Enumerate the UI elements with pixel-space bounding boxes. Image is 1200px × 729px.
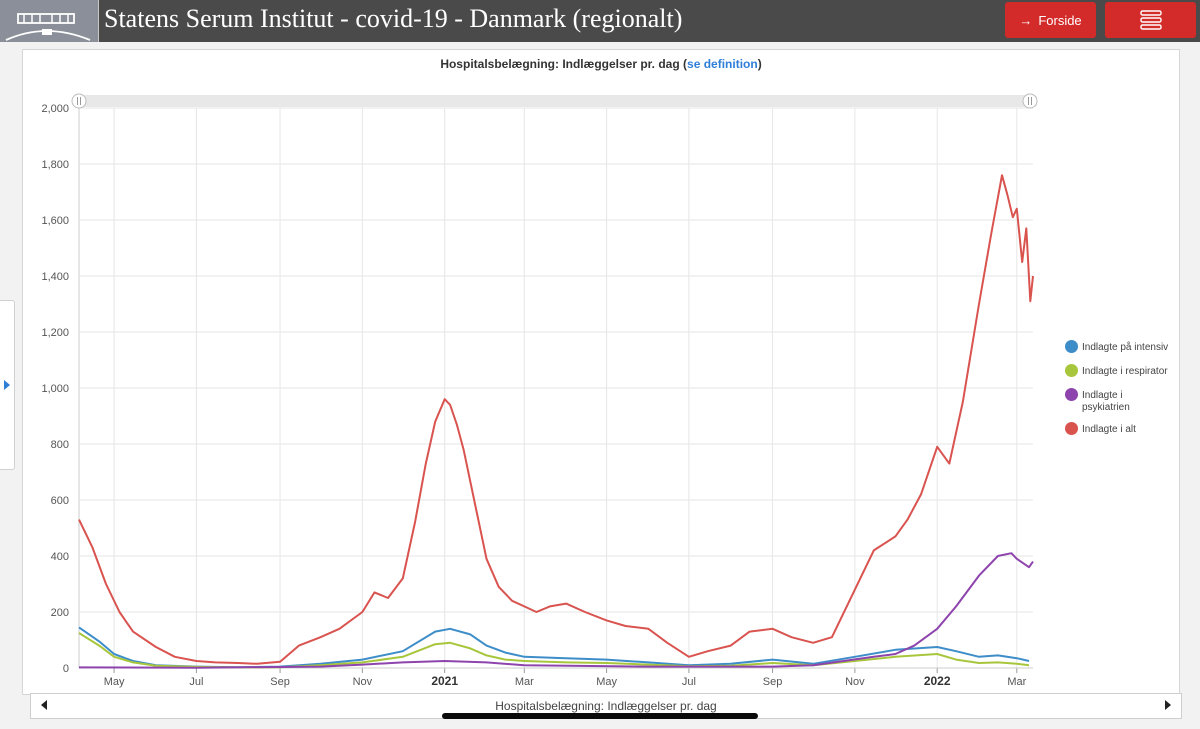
y-tick-label: 1,400 (41, 271, 69, 283)
legend-label: Indlagte i respirator (1082, 366, 1168, 377)
x-tick-label: Nov (353, 676, 373, 688)
series-line-2[interactable] (78, 552, 1034, 669)
y-tick-label: 1,600 (41, 215, 69, 227)
menu-button[interactable] (1105, 2, 1196, 38)
y-tick-label: 0 (63, 663, 69, 675)
x-tick-label: May (104, 676, 125, 688)
x-tick-label: Sep (763, 676, 783, 688)
scroll-right-icon[interactable] (1165, 700, 1171, 710)
definition-link[interactable]: se definition (687, 57, 758, 71)
legend-marker (1065, 422, 1078, 435)
legend-label: Indlagte på intensiv (1082, 342, 1169, 353)
range-handle-left[interactable] (71, 93, 87, 109)
building-icon (5, 13, 91, 41)
x-tick-label: Mar (1007, 676, 1026, 688)
range-handle-right[interactable] (1022, 93, 1038, 109)
chart-title-end: ) (757, 57, 762, 71)
home-button-label: Forside (1038, 12, 1082, 28)
scroll-left-icon[interactable] (41, 700, 47, 710)
series-line-3[interactable] (78, 174, 1034, 665)
y-tick-label: 1,800 (41, 159, 69, 171)
app-header: Statens Serum Institut - covid-19 - Danm… (0, 0, 1200, 42)
x-tick-label: Sep (270, 676, 290, 688)
x-tick-label: Jul (189, 676, 203, 688)
app-title: Statens Serum Institut - covid-19 - Danm… (104, 4, 683, 33)
y-tick-label: 1,000 (41, 383, 69, 395)
x-tick-label: Jul (682, 676, 696, 688)
x-tick-label: Nov (845, 676, 865, 688)
legend-marker (1065, 340, 1078, 353)
hamburger-menu-icon (1139, 10, 1162, 30)
hospital-occupancy-chart: 0 200 400 600 800 1,000 1,200 1,400 1,600 1,800 2,… (41, 93, 1038, 688)
x-tick-label: 2021 (431, 674, 458, 688)
x-tick-label: Mar (515, 676, 534, 688)
legend-label: Indlagte i alt (1082, 424, 1136, 435)
expand-arrow-icon (4, 380, 10, 390)
x-tick-label: May (596, 676, 617, 688)
legend-marker (1065, 388, 1078, 401)
ssi-building-logo[interactable] (0, 0, 99, 42)
y-tick-label: 200 (51, 607, 69, 619)
chart-card: Hospitalsbelægning: Indlæggelser pr. dag… (22, 49, 1180, 695)
legend-marker (1065, 364, 1078, 377)
y-tick-label: 600 (51, 495, 69, 507)
chart-title-text: Hospitalsbelægning: Indlæggelser pr. dag… (440, 57, 688, 71)
y-tick-label: 1,200 (41, 327, 69, 339)
legend-label: Indlagte i psykiatrien (1082, 390, 1130, 413)
chart-title: Hospitalsbelægning: Indlæggelser pr. dag… (23, 57, 1179, 71)
side-panel-toggle[interactable] (0, 300, 15, 470)
navigator-label: Hospitalsbelægning: Indlæggelser pr. dag (495, 699, 717, 713)
x-tick-label: 2022 (924, 674, 951, 688)
y-tick-label: 2,000 (41, 103, 69, 115)
range-selector-track[interactable] (79, 95, 1037, 107)
arrow-right-icon: → (1019, 12, 1033, 28)
y-tick-label: 800 (51, 439, 69, 451)
y-tick-label: 400 (51, 551, 69, 563)
home-button[interactable]: → Forside (1005, 2, 1096, 38)
home-indicator-bar (442, 713, 758, 719)
